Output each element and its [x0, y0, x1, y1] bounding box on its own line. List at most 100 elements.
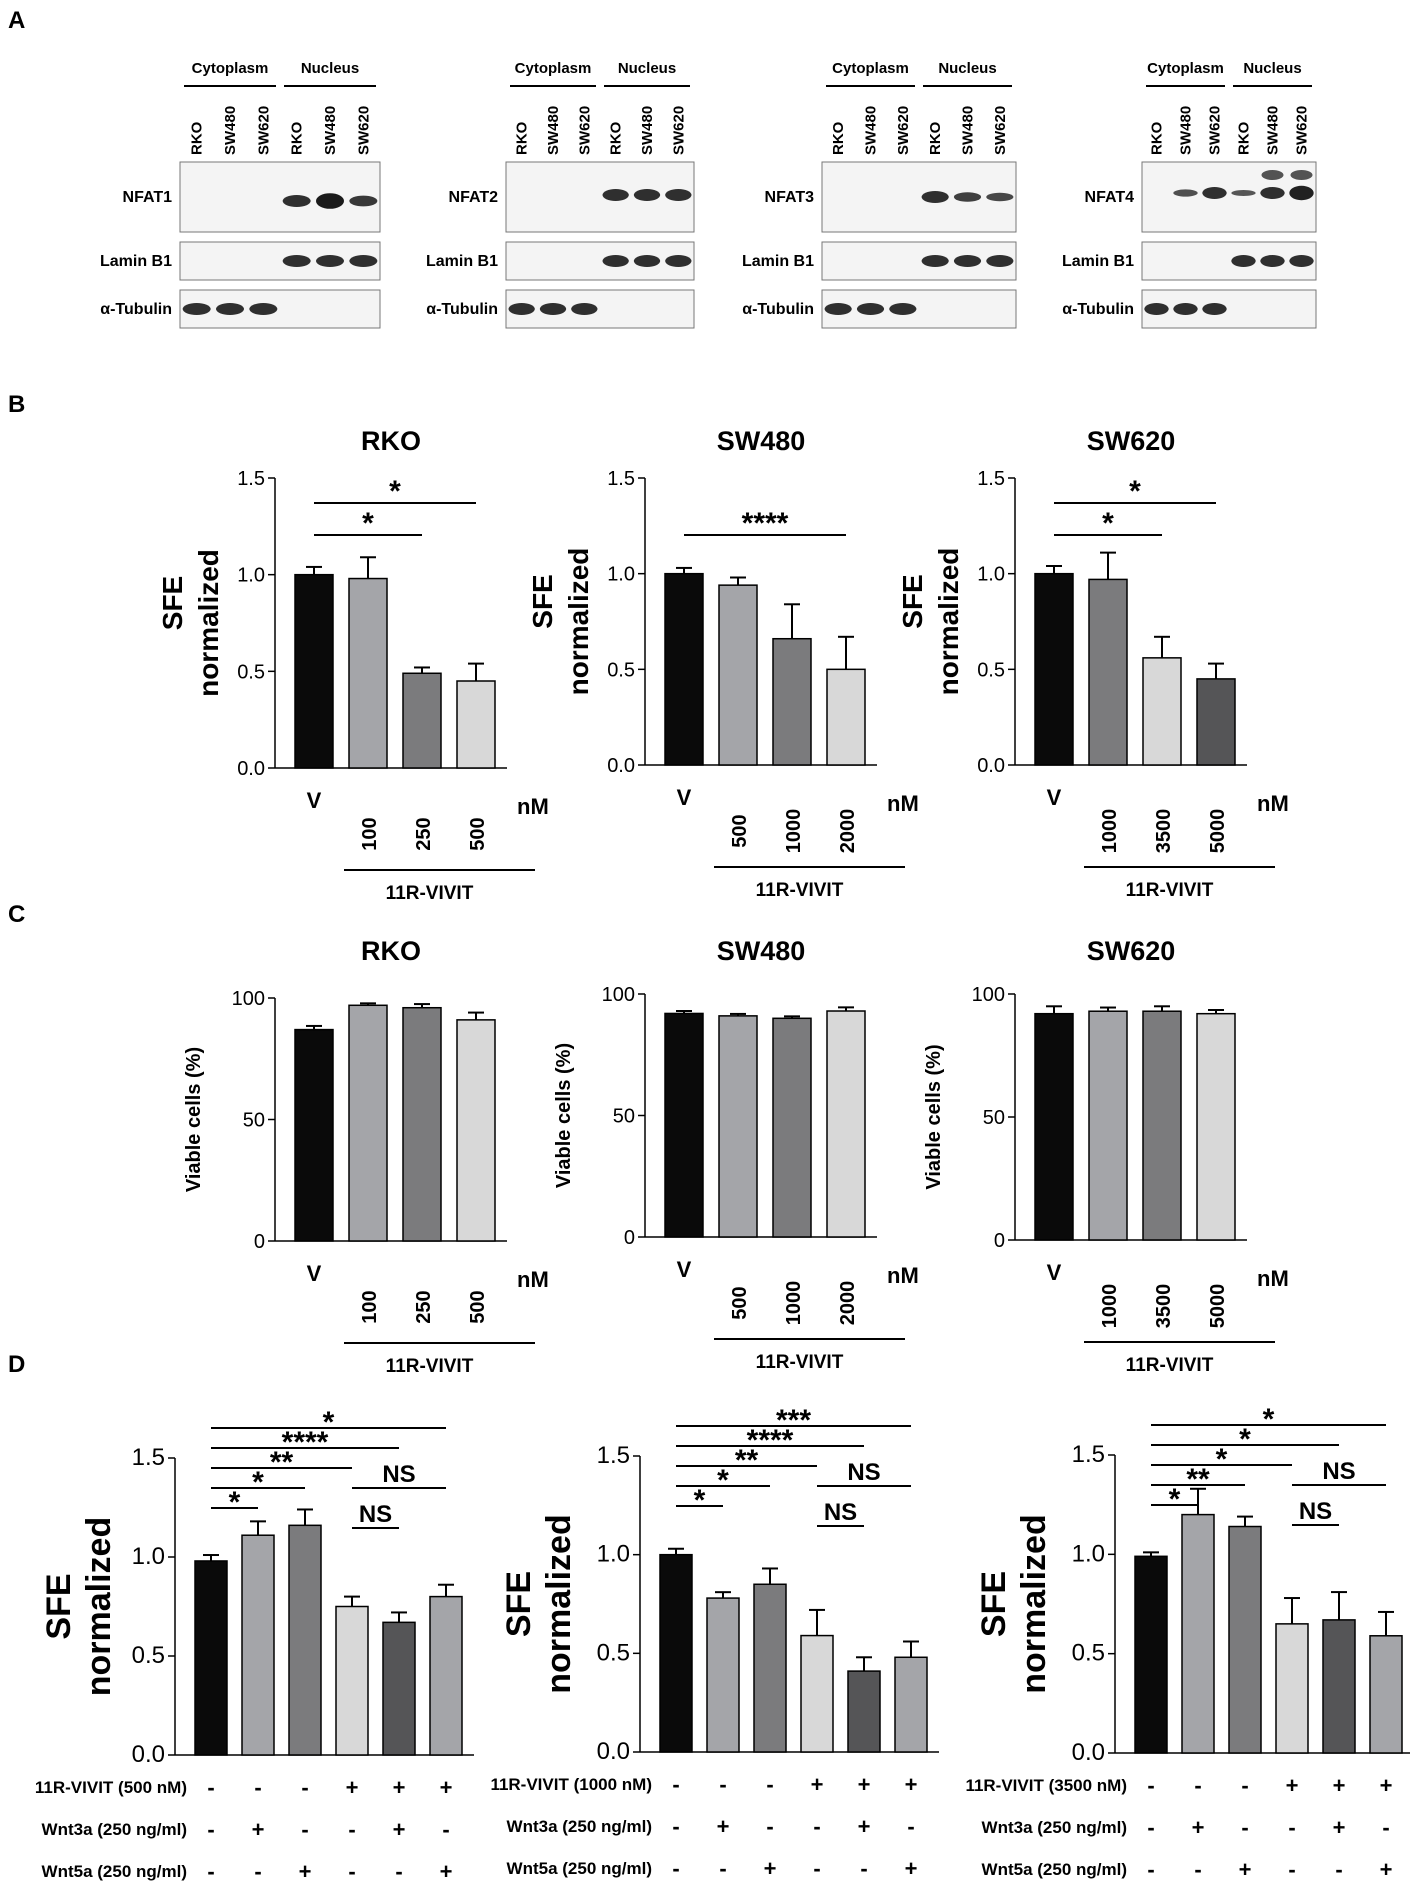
lane-label: SW620 [255, 106, 272, 155]
significance-label: * [229, 1486, 241, 1519]
treatment-label: 11R-VIVIT [756, 1352, 844, 1373]
lane-label: SW620 [895, 106, 912, 155]
blot-row-label: Lamin B1 [426, 253, 498, 270]
blot-band [856, 303, 885, 315]
significance-label: * [323, 1406, 335, 1439]
y-tick-label: 0 [254, 1231, 265, 1253]
group-label: Nucleus [618, 60, 676, 77]
y-tick-label: 1.0 [607, 564, 635, 586]
lane-label: RKO [608, 121, 625, 155]
y-axis-label: Viable cells (%) [923, 1044, 945, 1189]
x-tick-label: V [677, 1257, 692, 1282]
treatment-sign: + [717, 1814, 730, 1839]
treatment-sign: - [254, 1859, 261, 1884]
treatment-row-label: Wnt5a (250 ng/ml) [982, 1860, 1127, 1879]
y-tick-label: 0.0 [977, 755, 1005, 777]
bar [1034, 1012, 1074, 1241]
y-tick-label: 1.0 [237, 565, 265, 587]
y-tick-label: 0 [994, 1230, 1005, 1252]
treatment-sign: + [252, 1817, 265, 1842]
lane-label: SW480 [960, 106, 977, 155]
x-tick-label: 500 [729, 1286, 751, 1319]
blot-row-label: Lamin B1 [742, 253, 814, 270]
significance-label: **** [742, 507, 789, 540]
blot-strip [505, 161, 695, 233]
blot-strip [1141, 241, 1317, 281]
y-tick-label: 50 [613, 1106, 635, 1128]
bar [294, 573, 334, 769]
bar [402, 1006, 442, 1242]
group-label: Nucleus [1243, 60, 1301, 77]
blot-band [1289, 255, 1314, 267]
y-axis-label: normalized [80, 1517, 118, 1696]
blot-band [282, 195, 311, 207]
bar [1196, 1012, 1236, 1241]
x-tick-label: 5000 [1207, 809, 1229, 854]
x-tick-label: V [677, 785, 692, 810]
blot-band [1173, 303, 1198, 315]
significance-label: NS [359, 1501, 392, 1528]
lane-label: SW620 [355, 106, 372, 155]
significance-label: **** [747, 1424, 794, 1457]
significance-label: **** [282, 1426, 329, 1459]
x-tick-label: 3500 [1153, 1284, 1175, 1329]
group-label: Cytoplasm [832, 60, 909, 77]
treatment-sign: - [1147, 1857, 1154, 1882]
blot-strip [505, 289, 695, 329]
lane-label: RKO [514, 121, 531, 155]
blot-band [953, 255, 982, 267]
blot-panel: Cytoplasm RKO SW480 SW620 Nucleus RKO SW480 SW6… [742, 60, 1017, 329]
treatment-sign: - [207, 1775, 214, 1800]
treatment-sign: + [905, 1856, 918, 1881]
blot-band [633, 189, 661, 201]
y-tick-label: 0.5 [237, 661, 265, 683]
treatment-sign: + [1333, 1773, 1346, 1798]
x-tick-label: V [1047, 1260, 1062, 1285]
treatment-sign: + [1380, 1773, 1393, 1798]
blot-row-label: α-Tubulin [426, 301, 498, 318]
significance-label: ** [1186, 1463, 1210, 1496]
bar [847, 1670, 881, 1753]
unit-label: nM [517, 794, 549, 819]
blot-band [216, 303, 244, 315]
chart-c-3: RKO 0 50 100 Viable cells (%) V 100 250 500 nM 11R… [183, 936, 549, 1377]
y-tick-label: 100 [972, 984, 1005, 1006]
bar [664, 572, 704, 766]
y-axis-label: SFE [40, 1573, 78, 1639]
treatment-sign: + [1286, 1773, 1299, 1798]
blot-band [1260, 255, 1285, 267]
treatment-row-label: Wnt5a (250 ng/ml) [42, 1862, 187, 1881]
bar [348, 1004, 388, 1242]
treatment-sign: - [672, 1856, 679, 1881]
lane-label: RKO [289, 121, 306, 155]
y-tick-label: 1.0 [1072, 1540, 1105, 1567]
blot-band [602, 189, 629, 201]
bar [1322, 1619, 1356, 1754]
significance-label: ** [270, 1446, 294, 1479]
bar [800, 1634, 834, 1753]
unit-label: nM [517, 1267, 549, 1292]
blot-row-label: NFAT4 [1085, 189, 1135, 206]
lane-label: SW620 [1207, 106, 1224, 155]
treatment-sign: - [1382, 1815, 1389, 1840]
treatment-label: 11R-VIVIT [1126, 880, 1214, 901]
panel-label-d: D [8, 1351, 25, 1378]
y-tick-label: 0.0 [237, 758, 265, 780]
bar [894, 1656, 928, 1753]
lane-label: SW480 [545, 106, 562, 155]
significance-label: NS [824, 1499, 857, 1526]
y-tick-label: 100 [232, 988, 265, 1010]
treatment-row-label: Wnt3a (250 ng/ml) [507, 1817, 652, 1836]
x-tick-label: 1000 [1099, 809, 1121, 854]
significance-label: * [1129, 475, 1141, 508]
y-tick-label: 50 [983, 1107, 1005, 1129]
treatment-sign: - [766, 1814, 773, 1839]
treatment-sign: - [672, 1814, 679, 1839]
chart-c-4: SW480 0 50 100 Viable cells (%) V 500 1000 2000 n… [553, 936, 919, 1373]
significance-label: NS [1322, 1458, 1355, 1485]
significance-label: ** [735, 1444, 759, 1477]
y-tick-label: 100 [602, 984, 635, 1006]
x-tick-label: 1000 [783, 1281, 805, 1326]
